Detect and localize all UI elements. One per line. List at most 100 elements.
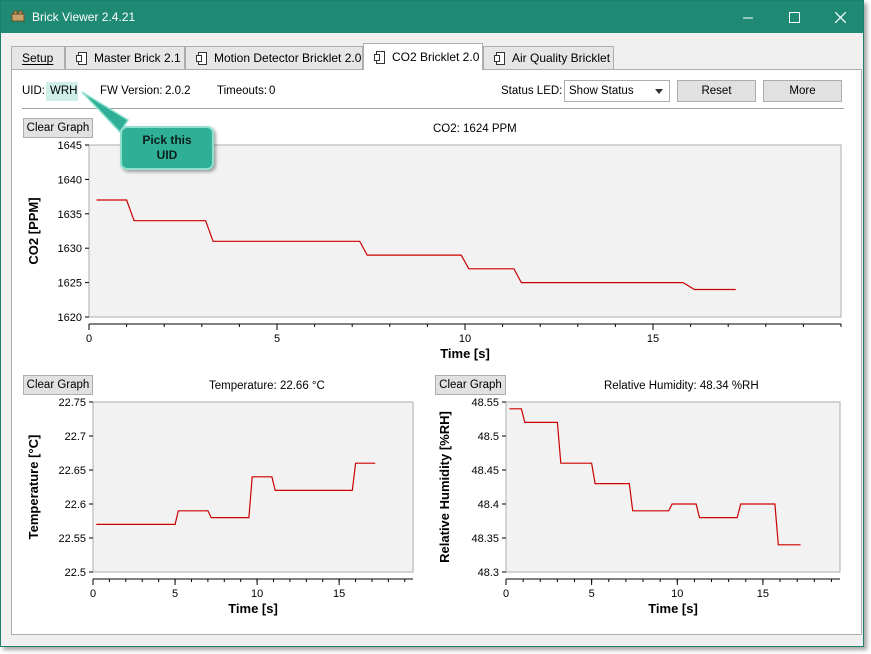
- close-icon: [834, 11, 846, 23]
- y-tick-label: 22.75: [58, 397, 86, 409]
- x-tick-label: 5: [172, 588, 178, 600]
- fw-version-label: FW Version:: [100, 85, 163, 97]
- y-tick-label: 1620: [58, 312, 82, 324]
- y-tick-label: 22.7: [65, 431, 86, 443]
- tab-bar: Setup Master Brick 2.1 Motion Detector B…: [11, 43, 861, 70]
- x-tick-label: 0: [503, 588, 509, 600]
- x-tick-label: 0: [86, 333, 92, 345]
- bricklet-icon: [494, 51, 505, 65]
- temperature-clear-graph-button[interactable]: Clear Graph: [23, 375, 93, 395]
- timeouts-label: Timeouts:: [217, 85, 268, 97]
- tab-label: Master Brick 2.1: [94, 51, 181, 65]
- status-led-value: Show Status: [569, 85, 634, 97]
- divider: [22, 108, 844, 109]
- tab-label: Motion Detector Bricklet 2.0: [214, 51, 362, 65]
- x-tick-label: 5: [589, 588, 595, 600]
- plot-area: [92, 401, 414, 573]
- y-tick-label: 48.4: [478, 499, 499, 511]
- status-led-select[interactable]: Show Status: [564, 80, 670, 102]
- device-info-row: UID: WRH FW Version: 2.0.2 Timeouts: 0 S…: [12, 70, 861, 108]
- y-tick-label: 1640: [58, 174, 82, 186]
- fw-version-value: 2.0.2: [165, 85, 191, 97]
- co2-clear-graph-button[interactable]: Clear Graph: [23, 118, 93, 138]
- y-tick-label: 1630: [58, 243, 82, 255]
- close-button[interactable]: [817, 1, 863, 33]
- clear-graph-label: Clear Graph: [26, 379, 90, 391]
- humidity-chart: 48.3 48.35 48.4 48.45 48.5 48.55 0 5 10 15 Time [s…: [437, 397, 841, 616]
- co2-chart: 1620 1625 1630 1635 1640 1645 0 5 10 15 Time [s] CO…: [26, 140, 842, 361]
- y-axis-label: CO2 [PPM]: [26, 197, 41, 264]
- uid-value[interactable]: WRH: [46, 82, 78, 101]
- co2-bricklet-pane: UID: WRH FW Version: 2.0.2 Timeouts: 0 S…: [11, 69, 862, 635]
- x-axis-label: Time [s]: [228, 601, 278, 616]
- clear-graph-label: Clear Graph: [439, 379, 502, 391]
- title-bar[interactable]: Brick Viewer 2.4.21: [1, 1, 863, 33]
- y-tick-label: 48.5: [478, 431, 499, 443]
- y-tick-label: 1625: [58, 278, 82, 290]
- status-led-label: Status LED:: [501, 85, 563, 97]
- x-tick-label: 10: [459, 333, 471, 345]
- pick-uid-callout: Pick this UID: [120, 126, 214, 170]
- humidity-clear-graph-button[interactable]: Clear Graph: [435, 375, 506, 395]
- x-tick-label: 0: [90, 588, 96, 600]
- y-tick-label: 1635: [58, 209, 82, 221]
- tab-master-brick[interactable]: Master Brick 2.1: [65, 46, 185, 69]
- callout-line-1: Pick this: [142, 133, 192, 147]
- y-axis-label: Relative Humidity [%RH]: [437, 411, 452, 563]
- x-tick-label: 15: [333, 588, 345, 600]
- plot-area: [505, 401, 841, 573]
- series-line: [96, 462, 376, 525]
- tab-co2-bricklet[interactable]: CO2 Bricklet 2.0: [363, 43, 483, 70]
- series-line: [509, 408, 801, 546]
- maximize-icon: [788, 11, 800, 23]
- minimize-button[interactable]: [725, 1, 771, 33]
- y-tick-label: 22.6: [65, 499, 86, 511]
- x-axis-label: Time [s]: [440, 346, 490, 361]
- uid-label: UID:: [22, 85, 45, 97]
- plot-area: [88, 144, 842, 318]
- brick-icon: [76, 51, 87, 65]
- tab-setup[interactable]: Setup: [11, 46, 65, 69]
- y-tick-label: 1645: [58, 140, 82, 152]
- reset-label: Reset: [701, 85, 732, 97]
- bricklet-icon: [374, 50, 385, 64]
- y-tick-label: 22.55: [58, 533, 86, 545]
- app-icon: [11, 10, 25, 22]
- y-tick-label: 22.5: [65, 567, 86, 579]
- window-title: Brick Viewer 2.4.21: [32, 10, 136, 24]
- callout-line-2: UID: [156, 148, 178, 162]
- tab-label: CO2 Bricklet 2.0: [392, 50, 480, 64]
- temperature-status-text: Temperature: 22.66 °C: [209, 380, 325, 392]
- timeouts-value: 0: [269, 85, 276, 97]
- series-line: [96, 199, 736, 291]
- co2-status-text: CO2: 1624 PPM: [433, 123, 517, 135]
- y-tick-label: 48.3: [478, 567, 499, 579]
- x-tick-label: 10: [671, 588, 683, 600]
- clear-graph-label: Clear Graph: [26, 122, 90, 134]
- reset-button[interactable]: Reset: [677, 80, 756, 102]
- y-tick-label: 48.35: [471, 533, 499, 545]
- y-axis-label: Temperature [°C]: [26, 435, 41, 540]
- x-tick-label: 10: [251, 588, 263, 600]
- maximize-button[interactable]: [771, 1, 817, 33]
- tab-motion-detector[interactable]: Motion Detector Bricklet 2.0: [185, 46, 363, 69]
- y-tick-label: 22.65: [58, 465, 86, 477]
- chevron-down-icon: [655, 89, 663, 94]
- tab-label: Air Quality Bricklet: [512, 51, 611, 65]
- tab-air-quality[interactable]: Air Quality Bricklet: [483, 46, 614, 69]
- minimize-icon: [742, 17, 753, 18]
- y-tick-label: 48.55: [471, 397, 499, 409]
- more-button[interactable]: More: [763, 80, 842, 102]
- x-tick-label: 5: [274, 333, 280, 345]
- tab-label: Setup: [22, 51, 54, 65]
- more-label: More: [789, 85, 816, 97]
- uid-text: WRH: [50, 85, 78, 97]
- y-tick-label: 48.45: [471, 465, 499, 477]
- humidity-status-text: Relative Humidity: 48.34 %RH: [604, 380, 759, 392]
- x-tick-label: 15: [757, 588, 769, 600]
- bricklet-icon: [196, 51, 207, 65]
- temperature-chart: 22.5 22.55 22.6 22.65 22.7 22.75 0 5 10 15 Time [s…: [26, 397, 414, 616]
- x-tick-label: 15: [647, 333, 659, 345]
- x-axis-label: Time [s]: [648, 601, 698, 616]
